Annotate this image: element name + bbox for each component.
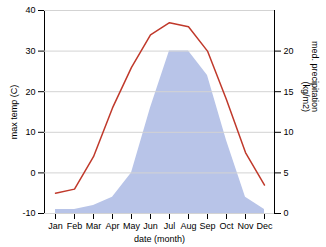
svg-text:5: 5 <box>284 168 289 178</box>
svg-text:20: 20 <box>25 87 35 97</box>
svg-text:0: 0 <box>284 208 289 218</box>
svg-text:10: 10 <box>284 127 294 137</box>
svg-text:Dec: Dec <box>256 221 273 231</box>
svg-text:Oct: Oct <box>219 221 234 231</box>
svg-text:Mar: Mar <box>86 221 102 231</box>
svg-text:May: May <box>123 221 141 231</box>
svg-text:Aug: Aug <box>180 221 196 231</box>
svg-text:Jun: Jun <box>143 221 158 231</box>
svg-text:Jan: Jan <box>48 221 63 231</box>
svg-text:Nov: Nov <box>237 221 254 231</box>
svg-text:20: 20 <box>284 46 294 56</box>
svg-text:Apr: Apr <box>105 221 119 231</box>
svg-text:40: 40 <box>25 5 35 15</box>
svg-text:Feb: Feb <box>67 221 83 231</box>
svg-text:30: 30 <box>25 46 35 56</box>
svg-text:Sep: Sep <box>199 221 215 231</box>
svg-text:med. precipitation(kg/m2): med. precipitation(kg/m2) <box>301 41 320 112</box>
svg-text:15: 15 <box>284 87 294 97</box>
svg-text:date (month): date (month) <box>134 234 185 244</box>
svg-text:-10: -10 <box>22 208 35 218</box>
svg-text:Jul: Jul <box>164 221 176 231</box>
svg-text:10: 10 <box>25 127 35 137</box>
svg-text:max temp (C): max temp (C) <box>9 85 19 140</box>
svg-text:0: 0 <box>30 168 35 178</box>
